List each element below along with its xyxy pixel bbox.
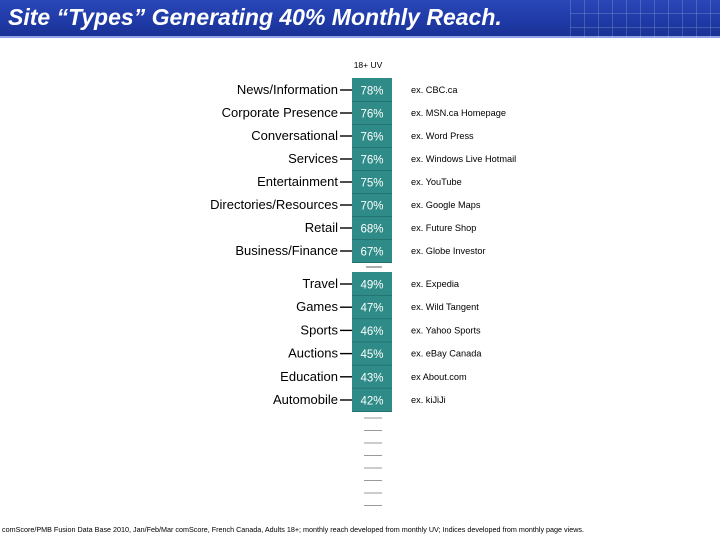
category-label: Directories/Resources	[210, 197, 338, 212]
category-label: Education	[280, 369, 338, 384]
footer-source: comScore/PMB Fusion Data Base 2010, Jan/…	[2, 525, 585, 534]
example-label: ex. eBay Canada	[411, 349, 482, 359]
example-label: ex. MSN.ca Homepage	[411, 108, 506, 118]
value-label: 42%	[360, 396, 383, 408]
category-label: Automobile	[273, 392, 338, 407]
category-label: Business/Finance	[235, 243, 338, 258]
category-label: Conversational	[251, 128, 338, 143]
example-label: ex. Expedia	[411, 279, 460, 289]
example-label: ex About.com	[411, 372, 467, 382]
title-bar: Site “Types” Generating 40% Monthly Reac…	[0, 0, 720, 38]
value-label: 43%	[360, 372, 383, 384]
column-header: 18+ UV	[353, 60, 383, 70]
example-label: ex. YouTube	[411, 177, 462, 187]
category-label: Games	[296, 299, 338, 314]
title-grid-decoration	[570, 0, 720, 38]
value-label: 76%	[360, 109, 383, 121]
example-label: ex. CBC.ca	[411, 85, 458, 95]
example-label: ex. Google Maps	[411, 200, 481, 210]
category-label: Entertainment	[257, 174, 338, 189]
value-label: 47%	[360, 303, 383, 315]
category-label: Travel	[302, 276, 338, 291]
example-label: ex. Windows Live Hotmail	[411, 154, 516, 164]
example-label: ex. Globe Investor	[411, 246, 486, 256]
example-label: ex. Future Shop	[411, 223, 476, 233]
value-label: 76%	[360, 132, 383, 144]
category-label: News/Information	[237, 82, 338, 97]
value-label: 67%	[360, 247, 383, 259]
value-label: 76%	[360, 155, 383, 167]
value-label: 46%	[360, 326, 383, 338]
value-label: 70%	[360, 201, 383, 213]
category-label: Auctions	[288, 346, 338, 361]
category-label: Sports	[300, 322, 338, 337]
category-label: Corporate Presence	[222, 105, 338, 120]
value-label: 49%	[360, 280, 383, 292]
category-label: Services	[288, 151, 338, 166]
example-label: ex. Wild Tangent	[411, 302, 479, 312]
slide-title: Site “Types” Generating 40% Monthly Reac…	[8, 4, 502, 30]
category-label: Retail	[305, 220, 338, 235]
value-label: 45%	[360, 349, 383, 361]
example-label: ex. Word Press	[411, 131, 474, 141]
reach-chart: News/Information 78% ex. CBC.ca Corporate P…	[210, 78, 516, 506]
example-label: ex. kiJiJi	[411, 395, 446, 405]
value-label: 78%	[360, 86, 383, 98]
value-label: 68%	[360, 224, 383, 236]
value-label: 75%	[360, 178, 383, 190]
example-label: ex. Yahoo Sports	[411, 325, 481, 335]
